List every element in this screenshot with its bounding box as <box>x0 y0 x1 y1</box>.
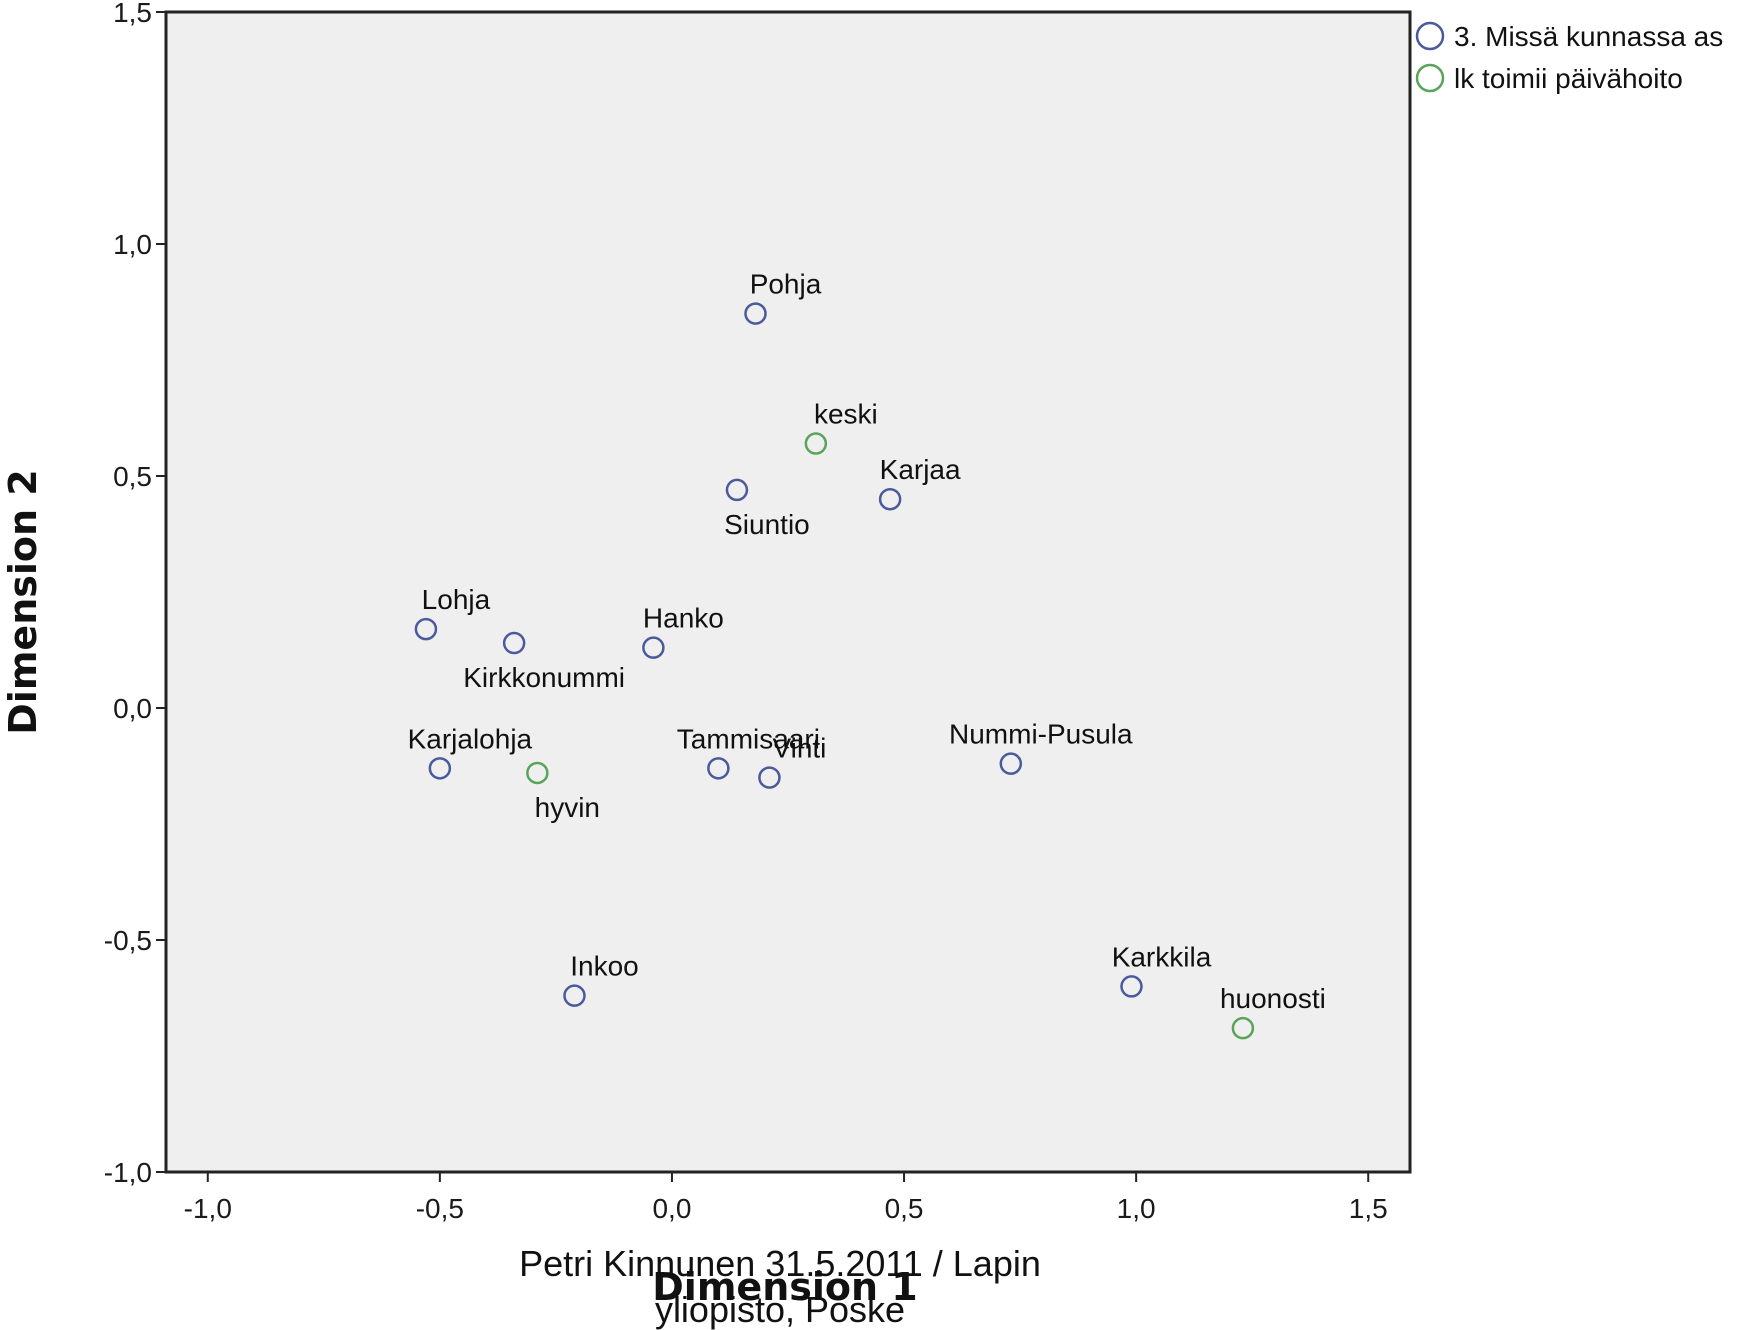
point-label: Siuntio <box>724 509 810 540</box>
point-label: Hanko <box>643 603 724 634</box>
y-tick-label: -1,0 <box>104 1157 152 1188</box>
point-label: Karkkila <box>1112 941 1212 972</box>
point-marker <box>1231 1016 1255 1040</box>
point-label: Kirkkonummi <box>463 662 625 693</box>
point-marker <box>563 984 586 1007</box>
point-marker <box>725 478 749 502</box>
footer-credit-line-2: yliopisto, Poske <box>654 1289 906 1330</box>
point-label: Karjalohja <box>408 723 533 754</box>
point-marker <box>526 761 549 785</box>
y-tick-label: 1,0 <box>113 229 152 260</box>
x-tick-label: 0,0 <box>652 1193 691 1224</box>
x-axis: -1,0 -0,5 0,0 0,5 1,0 1,5 <box>184 1172 1388 1224</box>
point-label: Lohja <box>422 584 491 615</box>
point-marker <box>744 302 767 325</box>
point-label: Inkoo <box>570 951 639 982</box>
x-tick-label: -0,5 <box>416 1193 464 1224</box>
x-tick-label: 1,5 <box>1349 1193 1388 1224</box>
point-marker <box>999 752 1023 775</box>
y-axis-title: Dimension 2 <box>1 469 45 734</box>
point-marker <box>414 617 438 641</box>
point-label: hyvin <box>535 792 600 823</box>
point-marker <box>707 757 730 780</box>
legend: 3. Missä kunnassa as lk toimii päivähoito <box>1415 21 1723 94</box>
plot-area <box>164 10 1412 1174</box>
point-label: Vihti <box>772 733 826 764</box>
point-marker <box>758 766 781 789</box>
y-tick-label: -0,5 <box>104 925 152 956</box>
y-tick-label: 1,5 <box>113 0 152 28</box>
points-layer: Pohja Siuntio Karjaa Lohja Kirkkonummi Hanko K… <box>408 269 1326 1040</box>
point-label: Tammisaari <box>677 723 820 754</box>
point-label: Pohja <box>750 269 822 300</box>
x-tick-label: 1,0 <box>1117 1193 1156 1224</box>
y-tick-label: 0,0 <box>113 693 152 724</box>
point-marker <box>878 487 902 511</box>
legend-marker <box>1415 21 1445 51</box>
x-tick-label: 0,5 <box>885 1193 924 1224</box>
point-marker <box>804 432 828 455</box>
legend-marker <box>1415 63 1445 93</box>
legend-label: lk toimii päivähoito <box>1454 63 1683 94</box>
x-axis-title: Dimension 1 <box>652 1265 917 1309</box>
x-tick-label: -1,0 <box>184 1193 232 1224</box>
point-marker <box>1120 975 1143 998</box>
point-label: huonosti <box>1220 983 1326 1014</box>
point-marker <box>502 631 526 655</box>
point-marker <box>428 757 452 780</box>
y-axis: -1,0 -0,5 0,0 0,5 1,0 1,5 <box>104 0 166 1188</box>
point-label: keski <box>814 399 878 430</box>
point-label: Karjaa <box>880 454 961 485</box>
y-tick-label: 0,5 <box>113 461 152 492</box>
legend-label: 3. Missä kunnassa as <box>1454 21 1723 52</box>
point-marker <box>642 636 665 659</box>
point-label: Nummi-Pusula <box>949 719 1133 750</box>
footer-credit-line-1: Petri Kinnunen 31.5.2011 / Lapin <box>519 1243 1041 1284</box>
